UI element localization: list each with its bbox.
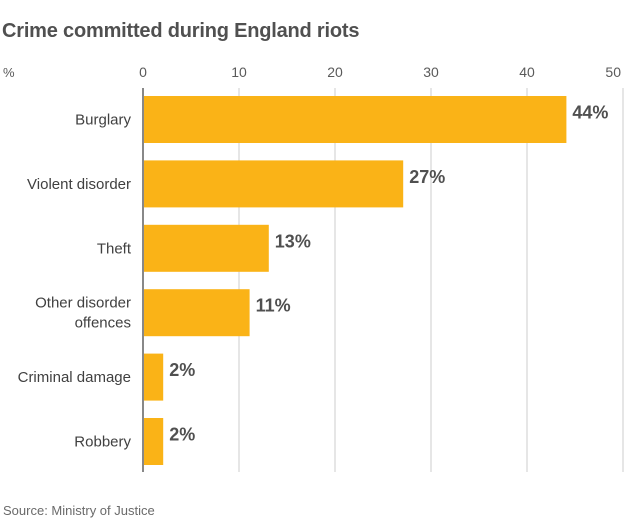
category-label: Criminal damage xyxy=(18,369,131,386)
bar xyxy=(144,224,269,272)
source-note: Source: Ministry of Justice xyxy=(3,503,155,518)
bar xyxy=(144,289,250,337)
x-tick-labels: 0 10 20 30 40 50 xyxy=(139,64,621,80)
value-labels: 44% 27% 13% 11% 2% 2% xyxy=(169,103,608,445)
category-label: Other disorder offences xyxy=(35,295,131,332)
bar xyxy=(144,96,567,143)
bars xyxy=(144,96,567,465)
category-label: Burglary xyxy=(75,112,131,129)
value-label: 44% xyxy=(572,103,608,123)
value-label: 2% xyxy=(169,360,195,380)
gridlines xyxy=(142,88,624,472)
category-labels: Burglary Violent disorder Theft Other disor… xyxy=(18,112,132,451)
value-label: 13% xyxy=(275,231,311,251)
x-tick-label: 30 xyxy=(423,64,439,80)
value-label: 11% xyxy=(256,296,291,316)
value-label: 2% xyxy=(169,425,195,445)
x-tick-label: 50 xyxy=(605,64,621,80)
bar xyxy=(144,160,404,208)
x-tick-label: 0 xyxy=(139,64,147,80)
x-tick-label: 20 xyxy=(327,64,343,80)
x-tick-label: 40 xyxy=(519,64,535,80)
category-label: Violent disorder xyxy=(27,176,131,193)
chart-title: Crime committed during England riots xyxy=(2,20,360,42)
bar xyxy=(144,418,164,465)
x-tick-label: 10 xyxy=(231,64,247,80)
value-label: 27% xyxy=(409,167,445,187)
unit-label: % xyxy=(3,65,15,80)
category-label: Theft xyxy=(97,240,132,257)
category-label: Robbery xyxy=(74,434,131,451)
bar xyxy=(144,353,164,401)
